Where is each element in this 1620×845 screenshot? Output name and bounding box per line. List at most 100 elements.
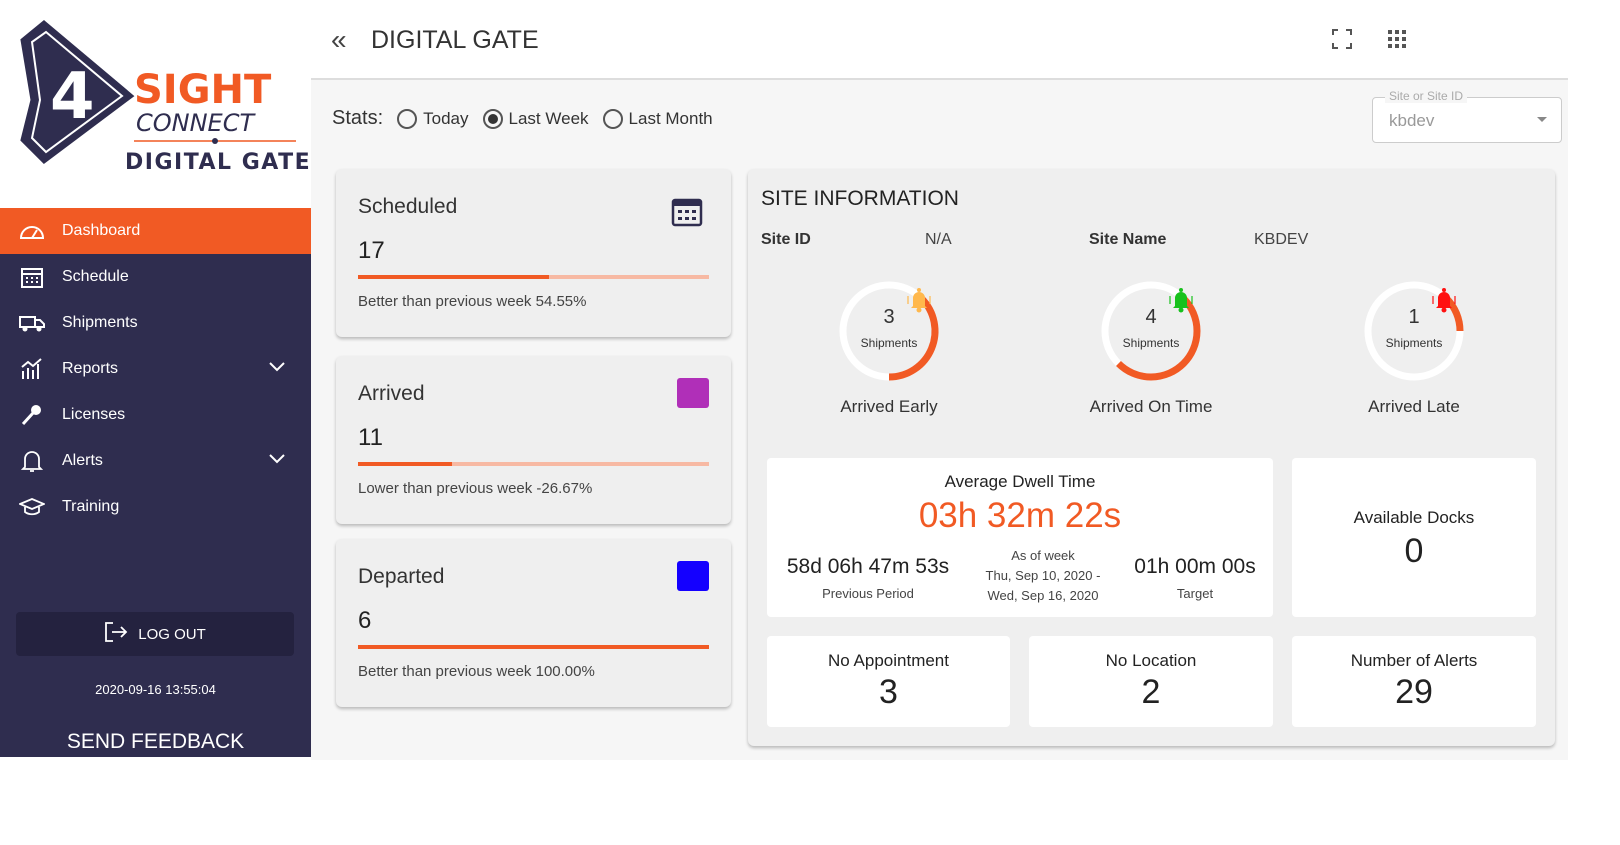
dwell-title: Average Dwell Time — [944, 472, 1096, 491]
box-label: No Location — [1105, 651, 1197, 670]
gauge-label: Arrived Early — [840, 397, 938, 416]
gauge-label: Arrived Late — [1368, 397, 1460, 416]
box-value: 3 — [879, 673, 898, 711]
collapse-sidebar-icon[interactable]: « — [331, 24, 347, 55]
color-swatch — [677, 378, 709, 408]
bell-icon — [1432, 288, 1456, 313]
arrived-card: Arrived 11 Lower than previous week -26.… — [336, 356, 731, 524]
sidebar-item-label: Alerts — [62, 452, 103, 469]
radio-last-month[interactable]: Last Month — [602, 108, 713, 129]
fullscreen-icon[interactable] — [1332, 29, 1352, 54]
gauge-arrived-late: 1 Shipments Arrived Late — [1324, 274, 1504, 424]
available-docks-box: Available Docks 0 — [1292, 458, 1536, 617]
average-dwell-time-box: Average Dwell Time 03h 32m 22s 58d 06h 4… — [767, 458, 1273, 617]
site-select-label: Site or Site ID — [1385, 89, 1468, 103]
target-label: Target — [1176, 586, 1214, 601]
svg-text:CONNECT: CONNECT — [136, 109, 256, 137]
sidebar-item-training[interactable]: Training — [0, 484, 311, 530]
header: « DIGITAL GATE — [311, 0, 1568, 80]
sidebar-item-label: Schedule — [62, 268, 129, 285]
card-value: 6 — [358, 607, 372, 634]
apps-grid-icon[interactable] — [1388, 30, 1406, 53]
logout-button[interactable]: LOG OUT — [16, 612, 294, 656]
gauge-arc — [1116, 296, 1201, 381]
sidebar-item-label: Reports — [62, 360, 119, 377]
sidebar-item-shipments[interactable]: Shipments — [0, 300, 311, 346]
dropdown-arrow-icon — [1537, 117, 1547, 127]
chart-icon — [18, 355, 46, 383]
svg-text:SIGHT: SIGHT — [134, 67, 272, 113]
timestamp: 2020-09-16 13:55:04 — [95, 682, 216, 697]
card-value: 11 — [358, 424, 383, 451]
logout-icon — [104, 621, 128, 647]
sidebar-item-licenses[interactable]: Licenses — [0, 392, 311, 438]
calendar-icon — [18, 263, 46, 291]
site-id-label: Site ID — [761, 231, 811, 248]
site-name-value: KBDEV — [1254, 231, 1309, 248]
sidebar-item-label: Dashboard — [62, 222, 141, 239]
card-note: Better than previous week 100.00% — [358, 663, 595, 680]
scheduled-card: Scheduled 17 Better than previous week 5… — [336, 169, 731, 337]
color-swatch — [677, 561, 709, 591]
no-location-box: No Location 2 — [1029, 636, 1273, 727]
site-id-value: N/A — [925, 231, 952, 248]
sidebar-item-label: Licenses — [62, 406, 126, 423]
gauge-arrived-on-time: 4 Shipments Arrived On Time — [1061, 274, 1241, 424]
truck-icon — [18, 309, 46, 337]
send-feedback-link[interactable]: SEND FEEDBACK — [66, 730, 245, 753]
graduation-cap-icon — [18, 493, 46, 521]
box-value: 0 — [1404, 532, 1424, 570]
dwell-value: 03h 32m 22s — [918, 496, 1122, 535]
sidebar-item-label: Shipments — [62, 314, 138, 331]
chevron-down-icon[interactable] — [269, 359, 285, 377]
stats-filter: Stats: Today Last Week Last Month — [332, 107, 727, 130]
radio-last-week[interactable]: Last Week — [482, 108, 589, 129]
card-note: Better than previous week 54.55% — [358, 293, 587, 310]
as-of-week: As of week Thu, Sep 10, 2020 - Wed, Sep 16… — [985, 548, 1101, 603]
logout-label: LOG OUT — [138, 625, 206, 643]
key-icon — [18, 401, 46, 429]
page-title: DIGITAL GATE — [371, 26, 539, 54]
box-label: No Appointment — [828, 651, 949, 670]
speedometer-icon — [18, 217, 46, 245]
gauge-unit: Shipments — [860, 336, 918, 350]
card-title: Departed — [358, 565, 445, 588]
gauge-unit: Shipments — [1385, 336, 1443, 350]
card-title: Scheduled — [358, 195, 458, 218]
card-note: Lower than previous week -26.67% — [358, 480, 593, 497]
target-value: 01h 00m 00s — [1134, 555, 1256, 578]
site-select[interactable]: Site or Site ID kbdev — [1372, 89, 1562, 143]
section-heading: SITE INFORMATION — [761, 187, 959, 210]
box-label: Number of Alerts — [1350, 651, 1478, 670]
card-title: Arrived — [358, 382, 425, 405]
bell-icon — [18, 447, 46, 475]
progress-bar — [358, 645, 709, 649]
radio-today[interactable]: Today — [397, 108, 469, 129]
gauge-value: 3 — [883, 306, 895, 328]
sidebar: 4 SIGHT CONNECT DIGITAL GATE Dashboard S… — [0, 0, 311, 757]
box-value: 2 — [1141, 673, 1161, 711]
sidebar-item-reports[interactable]: Reports — [0, 346, 311, 392]
svg-text:DIGITAL GATE: DIGITAL GATE — [125, 150, 311, 175]
svg-text:4: 4 — [50, 60, 95, 134]
gauge-unit: Shipments — [1122, 336, 1180, 350]
previous-period-value: 58d 06h 47m 53s — [786, 555, 950, 578]
previous-period-label: Previous Period — [822, 586, 914, 601]
chevron-down-icon[interactable] — [269, 451, 285, 469]
gauge-label: Arrived On Time — [1089, 397, 1213, 416]
stats-label: Stats: — [332, 107, 384, 129]
site-select-value: kbdev — [1389, 111, 1435, 130]
card-value: 17 — [358, 237, 385, 264]
logo: 4 SIGHT CONNECT DIGITAL GATE — [0, 0, 311, 208]
sidebar-item-label: Training — [62, 498, 120, 515]
no-appointment-box: No Appointment 3 — [767, 636, 1010, 727]
sidebar-item-alerts[interactable]: Alerts — [0, 438, 311, 484]
box-value: 29 — [1395, 673, 1433, 711]
sidebar-item-dashboard[interactable]: Dashboard — [0, 208, 311, 254]
site-name-label: Site Name — [1089, 231, 1167, 248]
sidebar-item-schedule[interactable]: Schedule — [0, 254, 311, 300]
gauge-arc — [888, 296, 939, 381]
main-content: Stats: Today Last Week Last Month Site o… — [311, 80, 1568, 760]
departed-card: Departed 6 Better than previous week 100… — [336, 539, 731, 707]
gauge-arrived-early: 3 Shipments Arrived Early — [799, 274, 979, 424]
